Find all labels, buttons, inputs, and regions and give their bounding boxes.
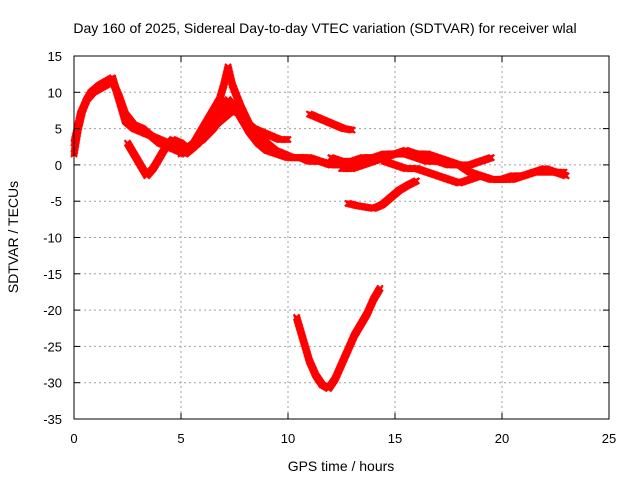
grid xyxy=(74,56,609,419)
x-tick-label: 10 xyxy=(281,431,295,446)
data-point xyxy=(284,135,292,144)
series-track-e xyxy=(305,110,356,134)
y-tick-label: -35 xyxy=(43,412,62,427)
data-point xyxy=(327,161,335,169)
x-axis-label: GPS time / hours xyxy=(288,458,395,474)
axis-ticks: 0 5 10 15 20 25 15 10 5 0 -5 -10 -15 -20 -25 -30 -35 xyxy=(43,49,616,446)
data-point xyxy=(348,126,356,134)
data-point xyxy=(376,284,384,293)
x-tick-label: 0 xyxy=(70,431,77,446)
y-tick-label: -5 xyxy=(50,194,62,209)
y-tick-label: -10 xyxy=(43,231,62,246)
series-track-d xyxy=(177,99,335,169)
x-tick-label: 20 xyxy=(495,431,509,446)
data-point xyxy=(412,177,421,185)
y-tick-label: 0 xyxy=(55,158,62,173)
y-tick-label: 15 xyxy=(48,49,62,64)
series-track-j xyxy=(292,284,384,393)
series-track-h xyxy=(380,157,570,187)
series-track-i xyxy=(344,177,421,213)
data-point xyxy=(562,172,570,180)
data-point xyxy=(262,135,271,144)
x-tick-label: 15 xyxy=(388,431,402,446)
x-tick-label: 5 xyxy=(177,431,184,446)
y-tick-label: -15 xyxy=(43,267,62,282)
y-tick-label: 5 xyxy=(55,122,62,137)
chart-title: Day 160 of 2025, Sidereal Day-to-day VTE… xyxy=(73,20,576,36)
series-track-g xyxy=(337,146,496,173)
y-tick-label: -30 xyxy=(43,376,62,391)
data-point xyxy=(487,153,496,162)
data-series xyxy=(70,63,570,393)
y-tick-label: -20 xyxy=(43,303,62,318)
y-tick-label: -25 xyxy=(43,339,62,354)
y-tick-label: 10 xyxy=(48,85,62,100)
x-tick-label: 25 xyxy=(602,431,616,446)
y-axis-label: SDTVAR / TECUs xyxy=(5,181,21,293)
data-point xyxy=(282,135,291,144)
